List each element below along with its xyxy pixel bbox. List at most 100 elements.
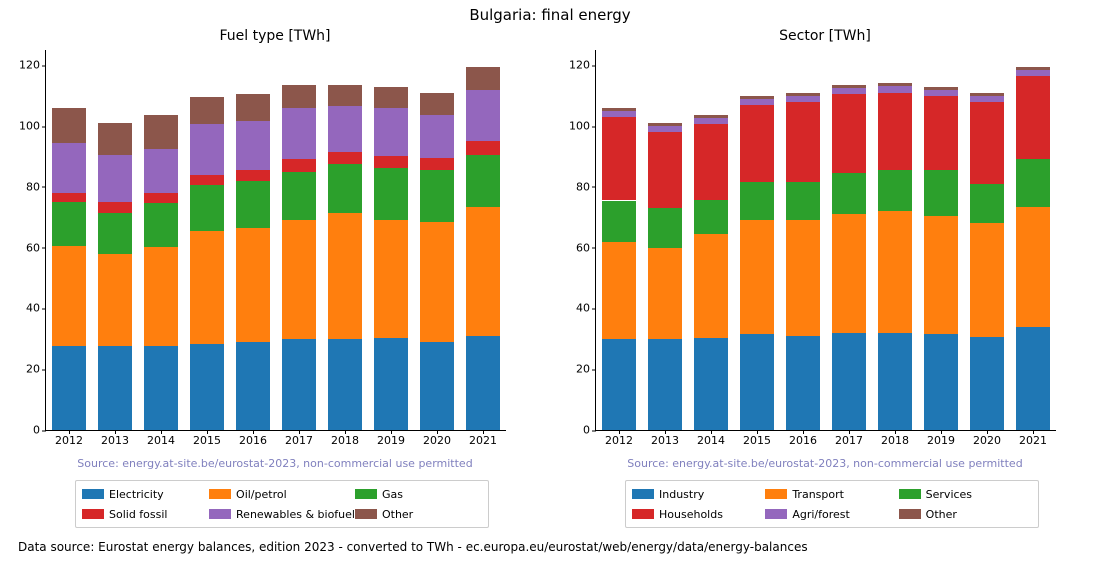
bar-segment xyxy=(878,333,912,430)
bar-segment xyxy=(878,93,912,171)
y-tick: 80 xyxy=(576,180,590,193)
legend-label: Households xyxy=(659,508,723,521)
bar-segment xyxy=(786,336,820,430)
bar-segment xyxy=(52,143,86,193)
bar-segment xyxy=(98,155,132,202)
bar-segment xyxy=(970,223,1004,337)
bar-segment xyxy=(144,203,178,247)
bar-segment xyxy=(190,124,224,174)
x-tick: 2015 xyxy=(193,434,221,447)
bar-segment xyxy=(832,85,866,88)
bar-segment xyxy=(694,118,728,124)
bar-col xyxy=(236,94,270,430)
bar-segment xyxy=(924,216,958,335)
bar-segment xyxy=(98,123,132,155)
legend-swatch xyxy=(82,489,104,499)
legend-swatch xyxy=(82,509,104,519)
bar-segment xyxy=(374,338,408,430)
bar-segment xyxy=(236,94,270,121)
bar-segment xyxy=(328,106,362,152)
x-tick: 2012 xyxy=(55,434,83,447)
bar-col xyxy=(144,115,178,430)
legend-label: Transport xyxy=(792,488,844,501)
bar-segment xyxy=(602,111,636,117)
bar-segment xyxy=(740,182,774,220)
plot-fuel: 2012201320142015201620172018201920202021… xyxy=(45,50,506,431)
bar-segment xyxy=(786,96,820,102)
panel-sector-caption: Source: energy.at-site.be/eurostat-2023,… xyxy=(595,457,1055,470)
legend-swatch xyxy=(765,509,787,519)
bar-col xyxy=(694,115,728,430)
bar-segment xyxy=(190,185,224,231)
bar-segment xyxy=(602,242,636,339)
legend-label: Other xyxy=(926,508,957,521)
legend-swatch xyxy=(209,509,231,519)
x-tick: 2020 xyxy=(423,434,451,447)
bar-segment xyxy=(694,124,728,200)
xticks-sector: 2012201320142015201620172018201920202021 xyxy=(596,430,1056,450)
bar-segment xyxy=(328,85,362,106)
panel-fuel: Fuel type [TWh] 201220132014201520162017… xyxy=(45,50,506,431)
x-tick: 2020 xyxy=(973,434,1001,447)
figure: Bulgaria: final energy Fuel type [TWh] 2… xyxy=(0,0,1100,572)
legend-sector: IndustryTransportServicesHouseholdsAgri/… xyxy=(625,480,1039,528)
x-tick: 2021 xyxy=(1019,434,1047,447)
bar-segment xyxy=(420,170,454,222)
x-tick: 2021 xyxy=(469,434,497,447)
bar-segment xyxy=(648,126,682,132)
bar-col xyxy=(740,96,774,430)
bar-segment xyxy=(98,213,132,254)
x-tick: 2018 xyxy=(331,434,359,447)
bar-segment xyxy=(648,132,682,208)
x-tick: 2012 xyxy=(605,434,633,447)
bar-segment xyxy=(374,168,408,220)
bar-segment xyxy=(52,202,86,246)
legend-swatch xyxy=(355,489,377,499)
bar-col xyxy=(420,93,454,430)
bar-segment xyxy=(420,93,454,116)
y-tick: 20 xyxy=(576,363,590,376)
legend-label: Other xyxy=(382,508,413,521)
bar-col xyxy=(328,85,362,430)
bar-segment xyxy=(144,346,178,430)
bar-segment xyxy=(1016,159,1050,206)
bar-segment xyxy=(466,207,500,336)
legend-swatch xyxy=(899,509,921,519)
y-tick: 0 xyxy=(33,424,40,437)
legend-item: Other xyxy=(899,504,1032,524)
bar-col xyxy=(602,108,636,430)
legend-label: Oil/petrol xyxy=(236,488,287,501)
bar-col xyxy=(648,123,682,430)
bar-segment xyxy=(1016,207,1050,327)
legend-swatch xyxy=(355,509,377,519)
bar-segment xyxy=(786,182,820,220)
bar-segment xyxy=(878,170,912,211)
bar-segment xyxy=(740,99,774,105)
bar-segment xyxy=(52,246,86,346)
panel-fuel-caption: Source: energy.at-site.be/eurostat-2023,… xyxy=(45,457,505,470)
bar-segment xyxy=(190,97,224,124)
legend-item: Transport xyxy=(765,484,898,504)
bar-segment xyxy=(602,201,636,242)
bar-col xyxy=(98,123,132,430)
bar-segment xyxy=(52,108,86,143)
bar-col xyxy=(832,85,866,430)
bar-col xyxy=(190,97,224,430)
legend-swatch xyxy=(765,489,787,499)
legend-item: Gas xyxy=(355,484,482,504)
bar-segment xyxy=(374,87,408,108)
bar-segment xyxy=(648,123,682,126)
bar-segment xyxy=(786,102,820,183)
bar-col xyxy=(52,108,86,430)
y-tick: 100 xyxy=(19,120,40,133)
bar-segment xyxy=(282,220,316,339)
bar-segment xyxy=(466,141,500,155)
x-tick: 2013 xyxy=(651,434,679,447)
x-tick: 2019 xyxy=(927,434,955,447)
bar-segment xyxy=(740,105,774,183)
bar-segment xyxy=(602,117,636,201)
panel-fuel-title: Fuel type [TWh] xyxy=(45,28,505,44)
bar-segment xyxy=(648,248,682,339)
bar-segment xyxy=(282,159,316,171)
legend-label: Services xyxy=(926,488,972,501)
